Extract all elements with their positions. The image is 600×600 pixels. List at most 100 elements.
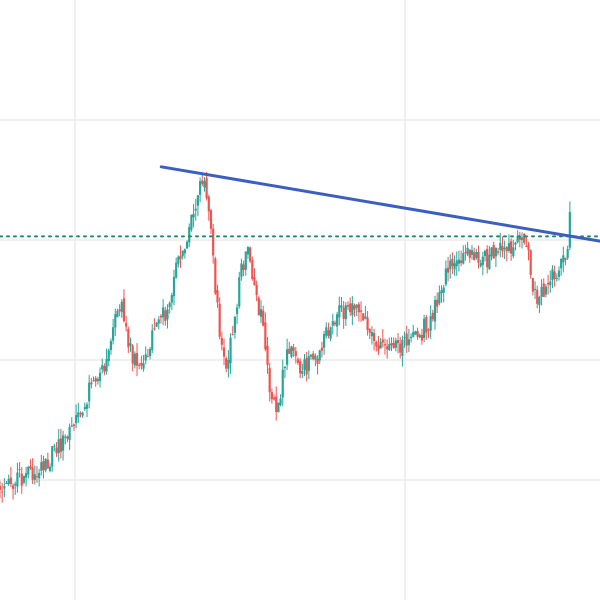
candle: [83, 402, 86, 411]
candle-body: [120, 301, 123, 313]
candle: [153, 318, 156, 331]
candle: [342, 301, 345, 329]
candle: [438, 285, 441, 306]
candle: [142, 354, 145, 372]
candle: [192, 203, 195, 228]
candle: [94, 376, 97, 387]
candle: [316, 355, 319, 375]
candle-body: [453, 263, 456, 270]
candle-body: [394, 340, 397, 348]
candle-body: [235, 307, 239, 314]
candle: [388, 337, 391, 351]
candle: [520, 232, 524, 249]
candle-body: [503, 247, 506, 250]
candle: [264, 312, 267, 352]
descending-trendline: [159, 165, 600, 243]
candle-body: [66, 436, 69, 439]
candle: [560, 257, 563, 276]
candle-body: [105, 358, 108, 372]
candle: [525, 236, 528, 248]
candle-body: [377, 345, 380, 351]
candle: [148, 346, 152, 360]
candle: [301, 363, 304, 379]
candle-body: [362, 313, 365, 321]
candle: [307, 350, 310, 380]
candle-body: [340, 305, 343, 308]
candle-body: [416, 331, 419, 337]
candle-body: [383, 344, 387, 346]
candle: [296, 357, 300, 366]
candle: [105, 348, 108, 375]
candle-body: [131, 345, 134, 364]
candle-body: [275, 396, 278, 413]
candle: [281, 359, 284, 407]
candle-body: [540, 286, 543, 297]
candle-body: [375, 341, 378, 347]
candle: [529, 249, 532, 279]
candle-body: [392, 342, 395, 349]
candle-body: [35, 476, 39, 478]
candle: [564, 257, 567, 266]
candle-body: [70, 425, 73, 427]
candle-body: [257, 297, 260, 316]
candle-body: [29, 466, 32, 469]
candle-body: [390, 343, 393, 346]
candle-body: [0, 486, 2, 490]
candle: [336, 311, 339, 337]
candle: [553, 265, 556, 287]
candle: [466, 241, 469, 257]
candle: [299, 358, 302, 379]
candle: [514, 241, 517, 251]
candle: [53, 443, 56, 452]
candle-body: [536, 289, 539, 304]
candle: [312, 350, 315, 361]
candle: [449, 254, 452, 279]
candle: [0, 480, 2, 499]
candle-body: [259, 309, 263, 317]
candle: [353, 303, 356, 317]
candle-body: [307, 356, 310, 371]
candle: [309, 353, 313, 360]
candle: [568, 201, 571, 251]
candle-body: [464, 252, 467, 254]
candle: [138, 362, 141, 370]
candle: [27, 465, 30, 479]
candle-body: [388, 343, 391, 350]
candle-body: [427, 329, 430, 331]
candle-body: [523, 233, 526, 243]
candle: [140, 355, 143, 370]
candle: [294, 346, 297, 364]
candle: [85, 402, 89, 418]
candle: [131, 344, 134, 372]
candle: [229, 333, 232, 374]
candle: [40, 455, 43, 476]
candle-body: [11, 485, 15, 489]
candle-body: [196, 195, 200, 206]
candle-body: [444, 268, 447, 285]
candle-body: [288, 348, 291, 354]
candle-body: [57, 439, 60, 454]
candle: [427, 328, 430, 338]
candle: [510, 238, 513, 261]
candle-body: [125, 322, 128, 327]
candle: [55, 442, 58, 457]
candle-body: [279, 398, 282, 405]
candle: [77, 402, 80, 424]
candle: [492, 241, 495, 259]
candle-body: [457, 259, 461, 264]
candle: [512, 239, 515, 259]
candle: [64, 434, 67, 445]
candle: [303, 354, 306, 377]
candle-body: [401, 339, 404, 356]
candle: [79, 411, 82, 418]
candle: [370, 326, 374, 345]
candle: [322, 330, 326, 355]
candle-body: [531, 278, 534, 292]
candle: [455, 251, 458, 276]
candle-body: [229, 337, 232, 364]
candle: [551, 265, 554, 289]
candle-body: [255, 284, 258, 296]
candle-body: [68, 426, 71, 441]
